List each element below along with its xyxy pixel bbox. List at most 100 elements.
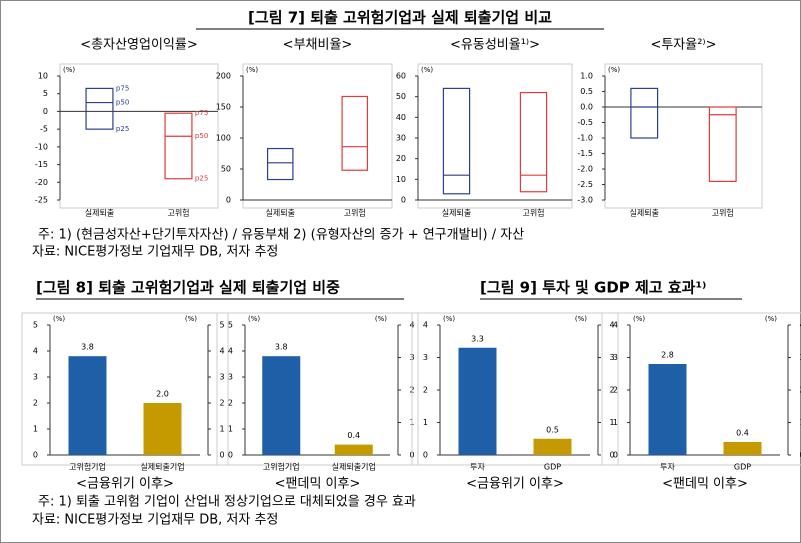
y-tick-label: 0 [401, 196, 406, 205]
bar [143, 403, 182, 455]
y-tick-label: -15 [35, 160, 48, 169]
y-tick-label: -20 [35, 178, 48, 187]
x-tick-label: 투자 [660, 463, 675, 472]
y-tick-label: 10 [396, 175, 406, 184]
y-tick-label: 3 [33, 373, 38, 382]
plot-frame [242, 63, 393, 209]
box [442, 87, 471, 195]
y-tick-label: 3 [613, 353, 618, 362]
y-tick-label: 3 [228, 373, 233, 382]
unit-label: (%) [633, 315, 645, 323]
unit-label: (%) [375, 315, 387, 323]
y-tick-label: 100 [216, 134, 231, 143]
y-tick-label: 50 [396, 92, 406, 101]
y-tick-label: -1.0 [577, 134, 593, 143]
x-tick-label: 실제퇴출 [85, 208, 114, 218]
y-tick-label: 150 [216, 103, 231, 112]
y-tick-label: 0.5 [580, 87, 593, 96]
plot-frame [604, 63, 763, 209]
y-tick-label: 4 [228, 347, 233, 356]
y2-tick-label: 3 [609, 353, 614, 362]
source: 자료: NICE평가정보 기업재무 DB, 저자 추정 [32, 245, 278, 260]
y2-tick-label: 4 [609, 321, 614, 330]
figure-title: [그림 8] 퇴출 고위험기업과 실제 퇴출기업 비중 [36, 279, 340, 297]
bar [334, 444, 373, 455]
unit-label: (%) [608, 66, 620, 74]
value-label: 2.8 [661, 351, 674, 360]
y-tick-label: -0.5 [577, 118, 593, 127]
y2-tick-label: 4 [219, 347, 224, 356]
y2-tick-label: 2 [609, 386, 614, 395]
unit-label: (%) [443, 315, 455, 323]
chart-title: <팬데믹 이후> [275, 477, 361, 492]
quantile-label: p25 [116, 125, 129, 133]
y-tick-label: 2 [423, 386, 428, 395]
y-tick-label: 5 [43, 89, 48, 98]
y-tick-label: 200 [216, 72, 231, 81]
box [341, 95, 369, 171]
y-tick-label: -10 [35, 142, 48, 151]
quantile-label: p50 [116, 99, 129, 107]
unit-label: (%) [575, 315, 587, 323]
y-tick-label: 4 [423, 321, 428, 330]
value-label: 0.4 [347, 431, 360, 440]
y-tick-label: 2 [33, 399, 38, 408]
y2-tick-label: 0 [219, 451, 224, 460]
y2-tick-label: 0 [609, 451, 614, 460]
y-tick-label: 0 [43, 107, 48, 116]
value-label: 3.3 [471, 334, 484, 343]
y-tick-label: 1.0 [580, 72, 593, 81]
x-tick-label: 실제퇴출 [630, 208, 659, 218]
chart-title: <투자율²⁾> [650, 38, 716, 53]
chart-title: <부채비율> [283, 38, 353, 53]
figure-title: [그림 7] 퇴출 고위험기업과 실제 퇴출기업 비교 [248, 9, 552, 27]
y2-tick-label: 3 [219, 373, 224, 382]
value-label: 0.5 [546, 425, 559, 434]
bar [458, 347, 497, 455]
y-tick-label: 0 [226, 196, 231, 205]
x-tick-label: GDP [544, 463, 561, 472]
y-tick-label: 0 [423, 451, 428, 460]
y-tick-label: 2 [613, 386, 618, 395]
value-label: 0.4 [736, 429, 749, 438]
y-tick-label: 4 [33, 347, 38, 356]
y-tick-label: 1 [33, 425, 38, 434]
value-label: 3.8 [81, 343, 94, 352]
y-tick-label: -3.0 [577, 196, 593, 205]
plot-frame [417, 63, 573, 209]
y-tick-label: 3 [423, 353, 428, 362]
x-tick-label: 투자 [470, 463, 485, 472]
x-tick-label: 고위험기업 [69, 463, 106, 472]
unit-label: (%) [421, 66, 433, 74]
plot-frame [601, 312, 801, 466]
y2-tick-label: 2 [799, 386, 801, 395]
y-tick-label: 10 [38, 72, 48, 81]
note: 주: 1) (현금성자산+단기투자자산) / 유동부채 2) (유형자산의 증가… [38, 228, 524, 243]
y-tick-label: 5 [228, 321, 233, 330]
note: 주: 1) 퇴출 고위험 기업이 산업내 정상기업으로 대체되었을 경우 효과 [38, 495, 416, 510]
y-tick-label: 20 [396, 154, 406, 163]
box [708, 106, 737, 183]
quantile-label: p75 [195, 109, 208, 117]
y2-tick-label: 3 [799, 353, 801, 362]
y-tick-label: 4 [613, 321, 618, 330]
y-tick-label: -2.5 [577, 180, 593, 189]
unit-label: (%) [248, 315, 260, 323]
x-tick-label: 고위험 [522, 209, 544, 218]
box [266, 147, 294, 181]
y-tick-label: 30 [396, 134, 406, 143]
chart-title: <금융위기 이후> [76, 477, 174, 492]
plot-frame [21, 312, 229, 466]
value-label: 2.0 [156, 390, 169, 399]
plot-frame [411, 312, 619, 466]
figure-title: [그림 9] 투자 및 GDP 제고 효과¹⁾ [480, 279, 706, 297]
quantile-label: p75 [116, 84, 129, 92]
plot-frame [216, 312, 419, 466]
chart-title: <금융위기 이후> [466, 477, 564, 492]
unit-label: (%) [63, 66, 75, 74]
box [164, 112, 193, 180]
y-tick-label: 1 [423, 418, 428, 427]
x-tick-label: 실제퇴출 [266, 208, 295, 218]
y-tick-label: 1 [613, 418, 618, 427]
bar [648, 364, 687, 455]
